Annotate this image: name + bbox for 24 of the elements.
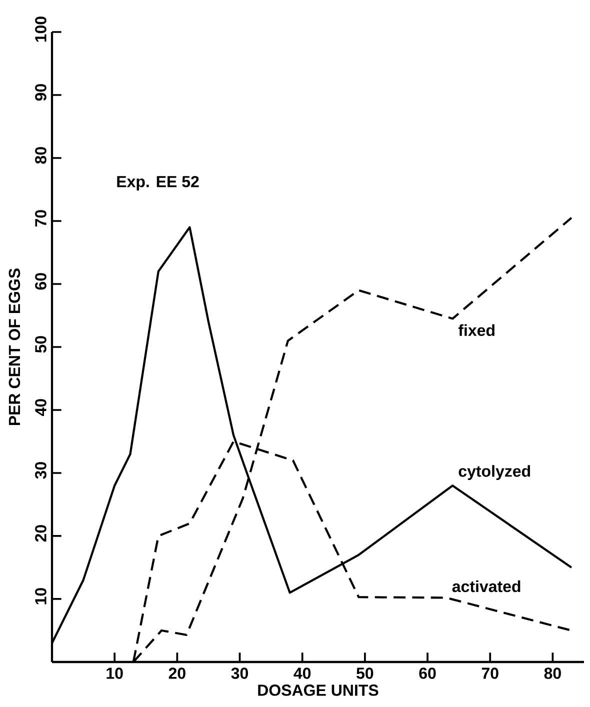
y-tick-label: 40 (35, 399, 46, 416)
y-tick-label: 20 (35, 525, 46, 542)
x-tick-label: 30 (231, 668, 248, 679)
x-tick-label: 70 (482, 668, 498, 679)
x-tick-label: 60 (419, 668, 436, 679)
y-tick-label: 100 (35, 16, 46, 42)
annotation: Exp. EE 52 (117, 176, 199, 190)
y-tick-label: 90 (35, 84, 46, 101)
series-label: cytolyzed (458, 465, 530, 480)
x-axis-title: DOSAGE UNITS (258, 684, 378, 696)
x-tick-label: 50 (356, 668, 374, 679)
x-tick-label: 20 (168, 668, 186, 679)
y-axis-title: PER CENT OF EGGS (8, 268, 20, 426)
y-tick-label: 70 (35, 210, 46, 227)
y-tick-label: 60 (35, 273, 46, 290)
series-label: activated (452, 580, 520, 592)
y-tick-label: 10 (35, 588, 46, 604)
x-tick-label: 80 (544, 668, 561, 679)
x-tick-label: 10 (106, 668, 123, 679)
y-tick-label: 50 (35, 336, 46, 353)
x-tick-label: 40 (294, 668, 311, 679)
series-label: fixed (458, 324, 494, 336)
y-tick-label: 80 (35, 147, 46, 164)
y-tick-label: 30 (35, 462, 46, 479)
